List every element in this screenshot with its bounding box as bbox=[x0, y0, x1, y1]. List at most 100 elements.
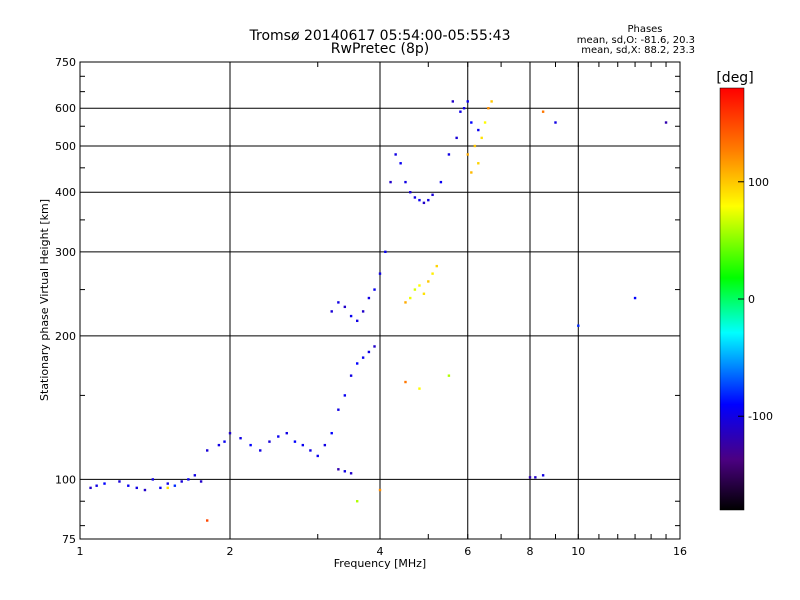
data-point bbox=[217, 443, 221, 447]
data-point bbox=[409, 191, 412, 194]
data-point bbox=[343, 394, 347, 397]
data-point bbox=[447, 153, 451, 156]
colorbar-ticks: 100 0 -100 bbox=[738, 176, 773, 423]
data-point bbox=[462, 107, 466, 110]
data-point bbox=[487, 107, 490, 110]
data-point bbox=[323, 443, 327, 447]
grid-layer bbox=[80, 62, 680, 539]
data-point bbox=[466, 153, 469, 156]
data-point bbox=[470, 171, 473, 174]
ticks-layer: 1 2 4 6 8 10 16 75 100 200 300 400 500 600 750 bbox=[55, 56, 687, 558]
data-point bbox=[409, 296, 412, 300]
data-point bbox=[373, 288, 376, 291]
data-point bbox=[418, 387, 421, 390]
data-point bbox=[187, 478, 190, 481]
data-point bbox=[361, 356, 365, 359]
data-point bbox=[431, 272, 434, 275]
data-point bbox=[343, 470, 347, 473]
data-point bbox=[343, 305, 347, 309]
data-point bbox=[143, 488, 147, 492]
data-point bbox=[477, 162, 480, 165]
data-point bbox=[337, 468, 340, 471]
data-point bbox=[259, 449, 262, 452]
data-point bbox=[316, 454, 319, 458]
data-point bbox=[554, 121, 557, 124]
data-point bbox=[239, 437, 242, 440]
data-point bbox=[664, 121, 668, 124]
colorbar-tick-label: 0 bbox=[748, 293, 755, 306]
data-point bbox=[337, 301, 340, 304]
y-axis-label: Stationary phase Virtual Height [km] bbox=[38, 199, 51, 401]
data-point bbox=[418, 284, 421, 287]
data-point bbox=[268, 440, 271, 443]
data-point bbox=[447, 374, 451, 377]
data-point bbox=[95, 484, 98, 487]
x-tick-label: 10 bbox=[571, 545, 585, 558]
data-point bbox=[367, 350, 371, 354]
data-point bbox=[249, 443, 252, 447]
data-point bbox=[309, 449, 312, 452]
data-point bbox=[166, 486, 169, 490]
data-point bbox=[413, 288, 417, 291]
data-point bbox=[373, 345, 376, 348]
data-point bbox=[301, 443, 305, 447]
y-tick-label: 600 bbox=[55, 102, 76, 115]
data-point bbox=[173, 484, 177, 487]
stats-line-x: mean, sd,X: 88.2, 23.3 bbox=[581, 45, 695, 56]
data-point bbox=[355, 500, 359, 503]
data-point bbox=[378, 272, 382, 275]
data-point bbox=[466, 100, 469, 103]
data-point bbox=[477, 128, 480, 132]
data-point bbox=[349, 472, 353, 475]
data-point bbox=[418, 198, 421, 202]
data-point bbox=[159, 486, 162, 490]
data-point bbox=[439, 180, 443, 184]
data-point bbox=[285, 431, 288, 435]
points-layer bbox=[89, 100, 668, 522]
y-tick-label: 100 bbox=[55, 473, 76, 486]
data-point bbox=[330, 431, 333, 435]
data-point bbox=[431, 193, 434, 197]
data-point bbox=[541, 110, 545, 113]
colorbar-tick-label: 100 bbox=[748, 176, 769, 189]
data-point bbox=[451, 100, 455, 103]
data-point bbox=[349, 314, 353, 318]
x-tick-label: 8 bbox=[527, 545, 534, 558]
y-tick-label: 500 bbox=[55, 140, 76, 153]
colorbar-tick-label: -100 bbox=[748, 410, 773, 423]
x-axis-label: Frequency [MHz] bbox=[334, 557, 426, 570]
data-point bbox=[127, 484, 130, 487]
data-point bbox=[378, 488, 382, 492]
data-point bbox=[337, 408, 340, 411]
stats-line-o: mean, sd,O: -81.6, 20.3 bbox=[577, 35, 695, 46]
data-point bbox=[435, 264, 438, 268]
data-point bbox=[422, 201, 426, 205]
data-point bbox=[277, 435, 280, 438]
data-point bbox=[541, 474, 545, 477]
data-point bbox=[384, 250, 387, 254]
data-point bbox=[205, 519, 209, 522]
data-point bbox=[633, 296, 637, 300]
data-point bbox=[528, 476, 532, 479]
data-point bbox=[193, 474, 197, 477]
data-point bbox=[455, 136, 458, 140]
y-tick-label: 200 bbox=[55, 330, 76, 343]
data-point bbox=[577, 324, 580, 327]
x-tick-label: 16 bbox=[673, 545, 687, 558]
stats-heading: Phases bbox=[627, 24, 662, 35]
data-point bbox=[422, 292, 426, 295]
data-point bbox=[480, 136, 483, 140]
x-tick-label: 6 bbox=[464, 545, 471, 558]
data-point bbox=[330, 310, 333, 313]
data-point bbox=[205, 449, 209, 452]
data-point bbox=[118, 480, 121, 483]
data-point bbox=[483, 121, 487, 124]
colorbar-label: [deg] bbox=[716, 70, 753, 86]
data-point bbox=[404, 380, 407, 384]
chart-subtitle: RwPretec (8p) bbox=[331, 41, 429, 57]
data-point bbox=[470, 121, 473, 124]
data-point bbox=[103, 482, 106, 485]
data-point bbox=[166, 482, 169, 485]
data-point bbox=[223, 440, 226, 443]
